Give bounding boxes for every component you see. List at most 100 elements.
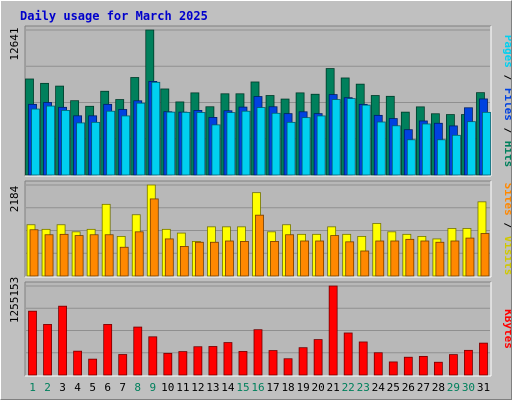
bar-kbytes-day-22 xyxy=(343,332,353,376)
bar-pages-day-25 xyxy=(391,125,401,176)
bar-kbytes-day-1 xyxy=(28,310,37,376)
bar-sites-day-11 xyxy=(179,246,189,277)
bar-kbytes-day-26 xyxy=(403,356,413,376)
x-tick-label-day-14: 14 xyxy=(221,381,235,394)
bar-kbytes-day-10 xyxy=(163,352,173,376)
x-tick-label-day-29: 29 xyxy=(447,381,460,394)
bar-kbytes-day-21 xyxy=(328,285,338,376)
x-tick-label-day-12: 12 xyxy=(191,381,204,394)
legend-entry: Visits xyxy=(502,236,511,276)
bar-pages-day-22 xyxy=(346,98,356,176)
bar-kbytes-day-16 xyxy=(253,329,263,376)
x-tick-label-day-28: 28 xyxy=(432,381,445,394)
x-tick-label-day-2: 2 xyxy=(44,381,51,394)
bar-pages-day-27 xyxy=(421,123,431,176)
x-tick-label-day-10: 10 xyxy=(161,381,174,394)
x-tick-label-day-16: 16 xyxy=(251,381,264,394)
bar-pages-day-3 xyxy=(61,110,70,176)
x-tick-label-day-8: 8 xyxy=(134,381,141,394)
bar-pages-day-13 xyxy=(211,124,221,176)
bar-pages-day-31 xyxy=(482,111,491,176)
bar-pages-day-8 xyxy=(136,102,146,176)
x-tick-label-day-7: 7 xyxy=(119,381,126,394)
bar-kbytes-day-3 xyxy=(58,305,67,376)
bar-pages-day-26 xyxy=(406,139,416,176)
bar-pages-day-6 xyxy=(106,110,116,176)
bar-sites-day-6 xyxy=(104,234,114,277)
bar-kbytes-day-12 xyxy=(193,346,203,376)
bar-sites-day-25 xyxy=(390,240,400,277)
bar-pages-day-4 xyxy=(76,122,86,176)
bar-sites-day-3 xyxy=(59,233,69,277)
bar-kbytes-day-15 xyxy=(238,351,248,376)
bar-pages-day-17 xyxy=(271,112,281,176)
bar-kbytes-day-20 xyxy=(313,339,323,376)
x-tick-label-day-20: 20 xyxy=(312,381,325,394)
legend-entry: Pages xyxy=(502,35,511,68)
bar-kbytes-day-14 xyxy=(223,342,233,376)
x-tick-label-day-31: 31 xyxy=(477,381,490,394)
y-max-label-bottom: 1255153 xyxy=(8,277,21,323)
bar-sites-day-15 xyxy=(240,241,249,277)
legend-entry: / xyxy=(502,121,511,141)
bar-pages-day-18 xyxy=(286,121,296,176)
x-tick-label-day-25: 25 xyxy=(387,381,400,394)
bar-kbytes-day-9 xyxy=(148,336,158,376)
bar-sites-day-24 xyxy=(375,240,385,277)
bar-pages-day-15 xyxy=(241,110,251,176)
bar-kbytes-day-29 xyxy=(449,354,458,376)
bar-sites-day-21 xyxy=(330,235,340,277)
legend-entry: KBytes xyxy=(502,309,511,349)
x-tick-label-day-1: 1 xyxy=(29,381,36,394)
x-tick-label-day-9: 9 xyxy=(149,381,156,394)
bar-sites-day-9 xyxy=(149,198,159,277)
bar-sites-day-4 xyxy=(74,235,84,277)
y-max-label-middle: 2184 xyxy=(8,185,21,212)
bar-pages-day-5 xyxy=(91,121,101,176)
bar-pages-day-19 xyxy=(301,117,311,176)
x-tick-label-day-19: 19 xyxy=(296,381,309,394)
bar-kbytes-day-31 xyxy=(479,342,488,376)
bar-sites-day-7 xyxy=(119,246,129,277)
bar-pages-day-28 xyxy=(436,139,446,176)
bar-pages-day-14 xyxy=(226,112,236,176)
bar-pages-day-1 xyxy=(31,108,40,176)
bar-pages-day-20 xyxy=(316,115,326,176)
bar-kbytes-day-23 xyxy=(358,341,368,376)
bar-pages-day-2 xyxy=(46,105,55,176)
bar-kbytes-day-8 xyxy=(133,326,143,376)
bar-pages-day-11 xyxy=(181,111,191,176)
x-tick-label-day-3: 3 xyxy=(59,381,66,394)
bar-sites-day-14 xyxy=(225,240,234,277)
x-tick-label-day-13: 13 xyxy=(206,381,219,394)
bar-sites-day-26 xyxy=(405,238,415,277)
bar-pages-day-23 xyxy=(361,104,371,176)
bar-sites-day-22 xyxy=(345,241,355,277)
bar-kbytes-day-28 xyxy=(433,361,443,376)
bar-sites-day-17 xyxy=(270,241,279,277)
legend-entry: Sites xyxy=(502,183,511,216)
bar-sites-day-1 xyxy=(29,229,39,277)
bar-kbytes-day-18 xyxy=(283,358,293,376)
bar-sites-day-18 xyxy=(285,234,294,277)
bar-sites-day-5 xyxy=(89,234,99,277)
bar-kbytes-day-13 xyxy=(208,346,218,376)
x-tick-label-day-6: 6 xyxy=(104,381,111,394)
legend-entry: / xyxy=(502,68,511,88)
bar-sites-day-20 xyxy=(315,240,325,277)
bar-pages-day-16 xyxy=(256,107,266,176)
bar-kbytes-day-5 xyxy=(88,358,98,376)
legend-entry: Files xyxy=(502,88,511,121)
bar-sites-day-28 xyxy=(435,241,445,277)
x-tick-label-day-21: 21 xyxy=(327,381,340,394)
legend-entry: Hits xyxy=(502,141,511,168)
x-tick-label-day-27: 27 xyxy=(417,381,430,394)
bar-kbytes-day-25 xyxy=(388,361,398,376)
bar-kbytes-day-24 xyxy=(373,352,383,376)
legend-entry: / xyxy=(502,216,511,236)
x-tick-label-day-4: 4 xyxy=(74,381,81,394)
x-tick-label-day-30: 30 xyxy=(462,381,475,394)
bar-pages-day-21 xyxy=(331,99,341,176)
chart-title: Daily usage for March 2025 xyxy=(20,9,208,23)
